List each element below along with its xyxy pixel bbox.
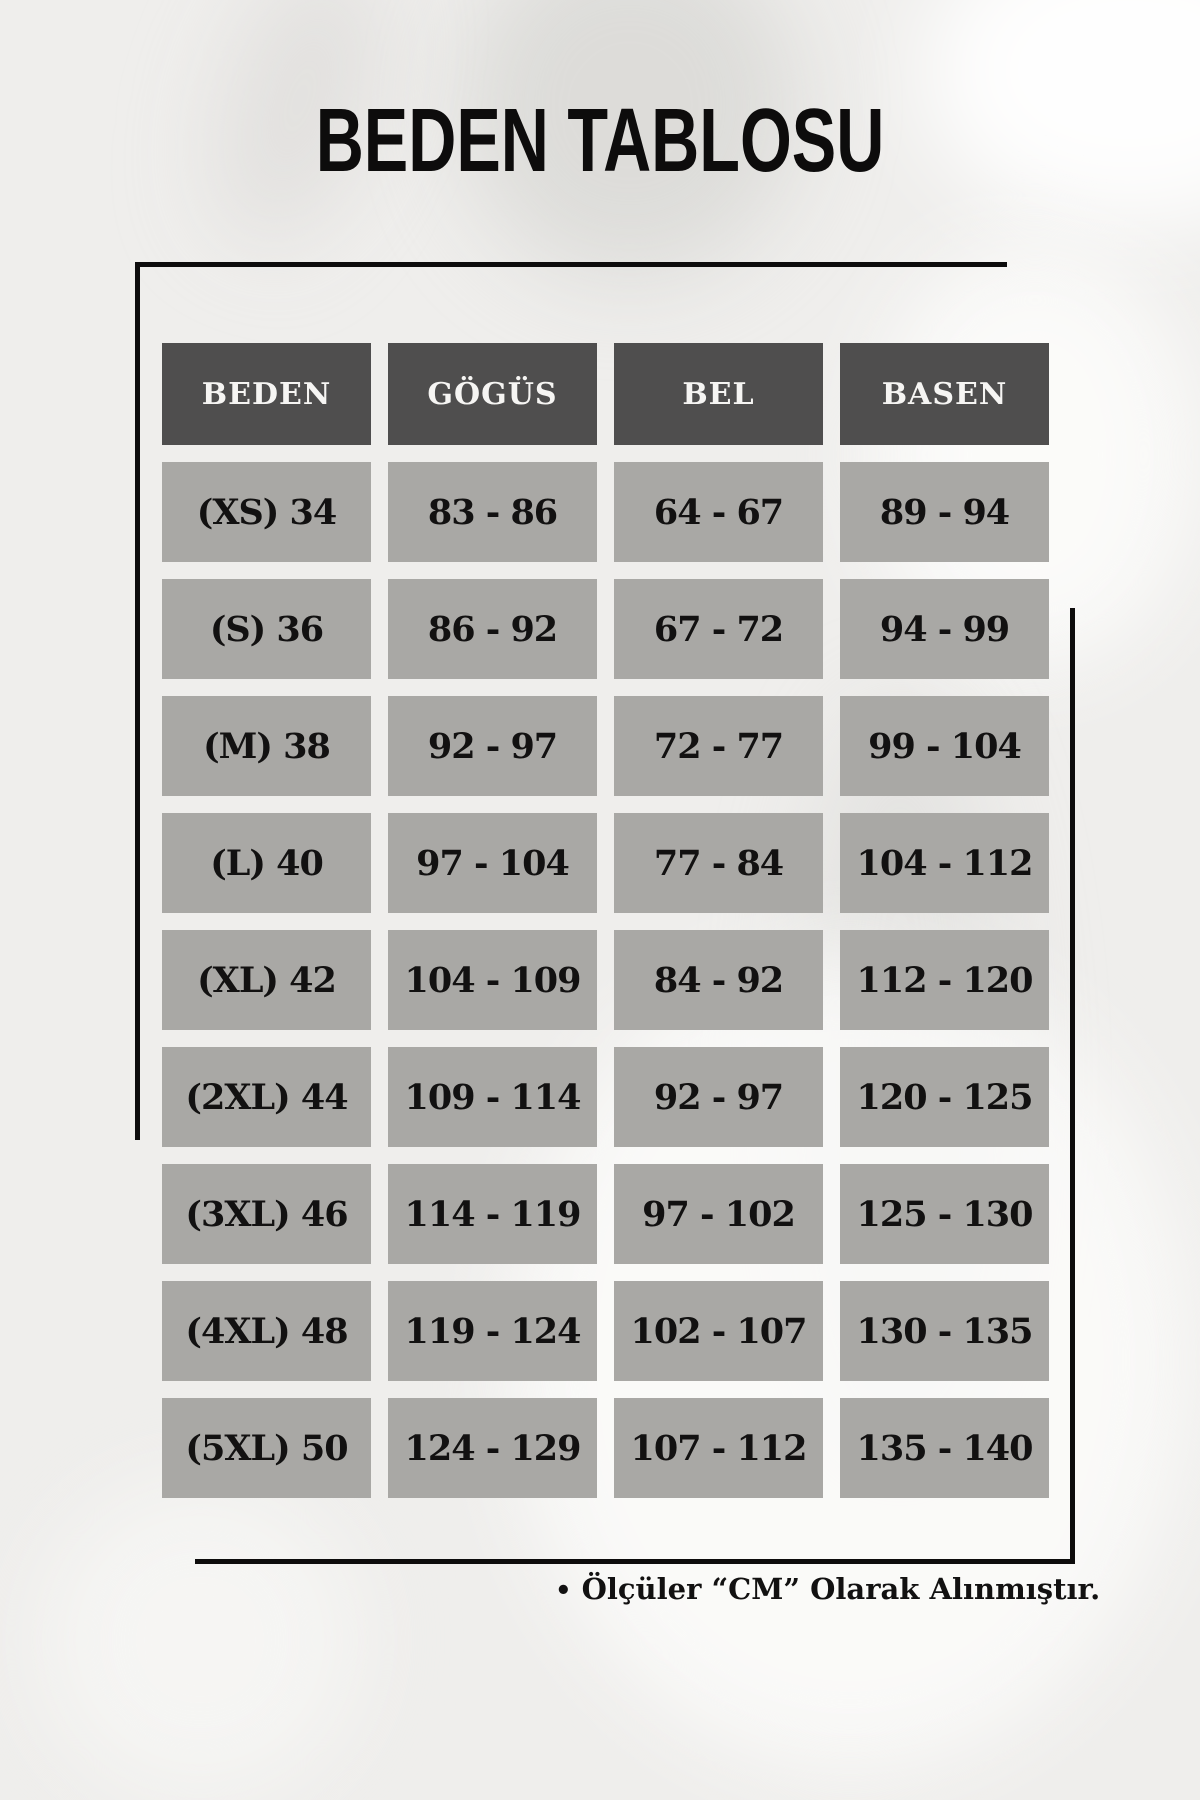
measurement-range-cell: 86 - 92 [388, 579, 597, 679]
measurement-range-cell: 89 - 94 [840, 462, 1049, 562]
measurement-note: • Ölçüler “CM” Olarak Alınmıştır. [555, 1572, 1100, 1606]
page-title: BEDEN TABLOSU [315, 91, 885, 191]
column-header-beden: BEDEN [162, 343, 371, 445]
background-silhouette-watermark [40, 1480, 360, 1800]
measurement-range-cell: 92 - 97 [388, 696, 597, 796]
measurement-range-cell: 125 - 130 [840, 1164, 1049, 1264]
measurement-range-cell: 130 - 135 [840, 1281, 1049, 1381]
measurement-range-cell: 102 - 107 [614, 1281, 823, 1381]
measurement-range-cell: 77 - 84 [614, 813, 823, 913]
measurement-range-cell: 104 - 109 [388, 930, 597, 1030]
size-label-cell: (M) 38 [162, 696, 371, 796]
measurement-range-cell: 135 - 140 [840, 1398, 1049, 1498]
measurement-range-cell: 97 - 102 [614, 1164, 823, 1264]
size-label-cell: (XL) 42 [162, 930, 371, 1030]
column-header-bel: BEL [614, 343, 823, 445]
measurement-range-cell: 67 - 72 [614, 579, 823, 679]
measurement-range-cell: 94 - 99 [840, 579, 1049, 679]
size-label-cell: (S) 36 [162, 579, 371, 679]
bullet-icon: • [555, 1576, 572, 1606]
measurement-range-cell: 84 - 92 [614, 930, 823, 1030]
measurement-range-cell: 83 - 86 [388, 462, 597, 562]
column-header-gogus: GÖGÜS [388, 343, 597, 445]
measurement-range-cell: 114 - 119 [388, 1164, 597, 1264]
measurement-range-cell: 92 - 97 [614, 1047, 823, 1147]
decorative-frame-right-line [1070, 608, 1075, 1564]
column-header-basen: BASEN [840, 343, 1049, 445]
size-table: BEDEN GÖGÜS BEL BASEN (XS) 34 83 - 86 64 - 67 8… [162, 343, 1049, 1498]
size-label-cell: (XS) 34 [162, 462, 371, 562]
measurement-range-cell: 112 - 120 [840, 930, 1049, 1030]
size-label-cell: (3XL) 46 [162, 1164, 371, 1264]
measurement-range-cell: 120 - 125 [840, 1047, 1049, 1147]
measurement-note-text: Ölçüler “CM” Olarak Alınmıştır. [581, 1572, 1101, 1606]
measurement-range-cell: 104 - 112 [840, 813, 1049, 913]
measurement-range-cell: 109 - 114 [388, 1047, 597, 1147]
decorative-frame-bottom-line [195, 1559, 1075, 1564]
measurement-range-cell: 99 - 104 [840, 696, 1049, 796]
measurement-range-cell: 64 - 67 [614, 462, 823, 562]
measurement-range-cell: 72 - 77 [614, 696, 823, 796]
decorative-frame-left-line [135, 262, 140, 1140]
measurement-range-cell: 97 - 104 [388, 813, 597, 913]
size-label-cell: (5XL) 50 [162, 1398, 371, 1498]
measurement-range-cell: 124 - 129 [388, 1398, 597, 1498]
size-label-cell: (2XL) 44 [162, 1047, 371, 1147]
measurement-range-cell: 107 - 112 [614, 1398, 823, 1498]
decorative-frame-top-line [135, 262, 1007, 267]
measurement-range-cell: 119 - 124 [388, 1281, 597, 1381]
size-label-cell: (L) 40 [162, 813, 371, 913]
size-label-cell: (4XL) 48 [162, 1281, 371, 1381]
